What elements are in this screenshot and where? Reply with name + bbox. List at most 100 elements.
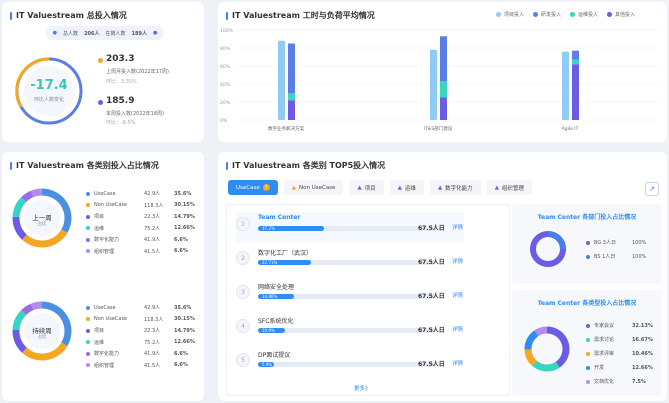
donut-slice (524, 349, 537, 366)
panel-title: IT Valuestream 各类别投入占比情况 (10, 160, 159, 171)
export-icon[interactable]: ↗ (645, 182, 659, 196)
bar-stack-segment (572, 64, 579, 120)
rank-row[interactable]: 3 网络安全处理 14.86% 67.5人日 详情 (236, 280, 464, 310)
y-tick-label: 0% (220, 118, 228, 124)
donut2-label: 持续周 (32, 327, 52, 335)
card-title: Team Center 各类型投入占比情况 (537, 300, 637, 307)
legend-item: 运维 75.2人 12.66% (86, 225, 195, 232)
headcount-pill: ● 总人数 206人 在岗人数 189人 ● (46, 26, 164, 40)
legend-item: 运维 75.2人 12.66% (86, 339, 195, 346)
last-week-dot (98, 58, 103, 63)
bar-stack-segment (440, 81, 447, 98)
more-link[interactable]: 更多》 (354, 386, 371, 392)
donut-slice (12, 310, 27, 331)
this-week-donut (12, 301, 72, 361)
tab-org[interactable]: ▲ 组织管理 (486, 180, 532, 195)
bar-stack-segment (572, 59, 579, 65)
type-share-card: Team Center 各类型投入占比情况 专家会议 32.13% 需求讨论 16.6… (512, 290, 662, 396)
ranking-list (226, 204, 510, 396)
donut-slice (21, 190, 34, 203)
legend-item: 需求讨论 16.67% (586, 336, 653, 343)
bar-stack-segment (288, 43, 295, 93)
rank-number: 3 (236, 285, 250, 299)
y-tick-label: 20% (220, 100, 231, 106)
category-tabs: UseCase? ▲ Non UseCase ▲ 项目 ▲ 运维 ▲ 数字化能力 ▲ 组织… (228, 180, 532, 195)
type-donut (524, 326, 570, 372)
bar-stack-segment (572, 50, 579, 60)
legend-item: 组织管理 41.5人 6.6% (86, 362, 188, 369)
detail-link[interactable]: 详情 (452, 259, 464, 265)
info-icon[interactable]: ● (152, 30, 158, 36)
legend-item: UseCase 42.9人 35.6% (86, 190, 191, 197)
rank-track: 14.86% (258, 294, 436, 299)
legend-item: 需求评审 10.46% (586, 350, 653, 357)
tab-digital[interactable]: ▲ 数字化能力 (429, 180, 481, 195)
donut-slice (12, 329, 27, 353)
rank-row[interactable]: 4 SFC系统优化 10.9% 67.5人日 详情 (236, 314, 464, 344)
donut-slice (532, 360, 560, 372)
detail-link[interactable]: 详情 (452, 361, 464, 367)
rank-name: DP面试提议 (258, 352, 291, 359)
donut-slice (41, 188, 72, 233)
rank-row[interactable]: 2 数字化工厂（武汉） 22.71% 67.5人日 详情 (236, 246, 464, 276)
rank-number: 2 (236, 251, 250, 265)
legend-item: 开发 12.66% (586, 364, 653, 371)
this-week-label: 本周投入数(2022年18周) (106, 111, 164, 117)
legend-item: BS 1人日 100% (586, 253, 646, 260)
detail-link[interactable]: 详情 (452, 225, 464, 231)
last-week-change: 环比：3.35% (106, 79, 137, 85)
bar-light (562, 51, 569, 120)
detail-link[interactable]: 详情 (452, 293, 464, 299)
panel-title: IT Valuestream 工时与负荷平均情况 (226, 10, 375, 21)
y-tick-label: 60% (220, 64, 231, 70)
dept-donut (530, 231, 566, 267)
last-week-label: 上周月投入数(2022年17周) (106, 69, 169, 75)
x-category-label: 数字业务解决方案 (268, 125, 304, 132)
bar-light (278, 40, 285, 120)
legend-item: Non UseCase 118.3人 30.15% (86, 316, 195, 323)
category-icon: ▲ (494, 184, 499, 191)
legend-item: BG 3人日 100% (586, 239, 646, 246)
category-share-panel: IT Valuestream 各类别投入占比情况 上一周 占比 持续周 占比 U… (2, 152, 204, 401)
rank-value: 67.5人日 (418, 259, 445, 266)
bar-stack-segment (288, 100, 295, 120)
gauge-caption: 环比人数变化 (33, 97, 64, 103)
y-tick-label: 80% (220, 46, 231, 52)
x-category-label: IT&S部门建设 (424, 125, 453, 132)
category-icon: ▲ (437, 184, 443, 191)
rank-value: 67.5人日 (418, 293, 445, 300)
donut2-sub: 占比 (37, 335, 47, 340)
donut1-sub: 占比 (37, 222, 47, 227)
rank-track: 10.9% (258, 328, 436, 333)
bar-stack-segment (440, 97, 447, 120)
tab-usecase[interactable]: UseCase? (228, 180, 278, 195)
legend-item: 数字化能力 41.9人 6.6% (86, 236, 188, 243)
donut-center (24, 313, 60, 349)
donut-slice (534, 326, 548, 337)
rank-track: 37.2% (258, 226, 436, 231)
tab-ops[interactable]: ▲ 运维 (389, 180, 424, 195)
this-week-dot (98, 100, 103, 105)
detail-link[interactable]: 详情 (452, 327, 464, 333)
donut-slice (41, 301, 72, 346)
rank-row[interactable]: 5 DP面试提议 5.9% 67.5人日 详情 (236, 348, 464, 378)
tab-non-usecase[interactable]: ▲ Non UseCase (283, 180, 344, 195)
donut-slice (22, 342, 68, 361)
donut-slice (21, 303, 34, 316)
donut-center (24, 200, 60, 236)
legend-item: 组织管理 41.5人 6.6% (86, 248, 188, 255)
donut1-label: 上一周 (32, 214, 52, 222)
rank-row[interactable]: 1 Team Center 37.2% 67.5人日 详情 (236, 212, 464, 242)
rank-name: 数字化工厂（武汉） (258, 250, 313, 257)
y-tick-label: 100% (220, 28, 234, 34)
dept-share-card: Team Center 各部门投入占比情况 BG 3人日 100% BS 1人日 10… (512, 204, 662, 284)
donut-slice (22, 229, 68, 248)
tab-project[interactable]: ▲ 项目 (349, 180, 384, 195)
panel-title: IT Valuestream 总投入情况 (10, 10, 127, 21)
rank-name: Team Center (258, 214, 301, 221)
rank-fill: 14.86% (258, 294, 294, 299)
rank-number: 1 (236, 217, 250, 231)
category-icon: ▲ (291, 184, 296, 191)
donut-slice (546, 326, 570, 368)
this-week-change: 环比：-8.5% (106, 120, 136, 126)
